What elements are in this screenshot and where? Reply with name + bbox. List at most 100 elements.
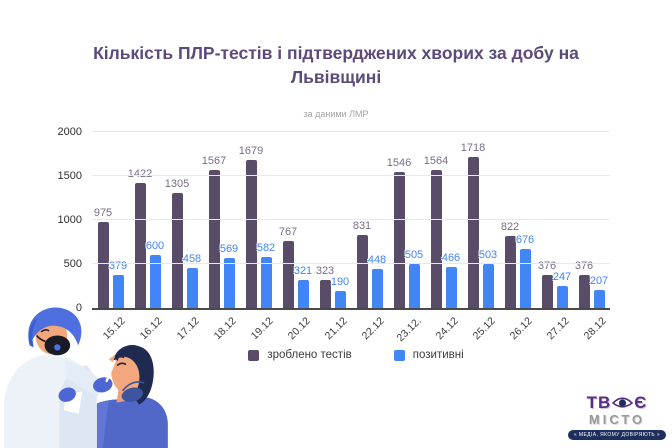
x-axis-label: 21.12 [322, 315, 350, 343]
worker-glove-lower [58, 387, 76, 402]
y-axis-tick: 2000 [57, 126, 82, 138]
tests-color-swatch [248, 349, 260, 361]
x-axis-label: 26.12 [507, 315, 535, 343]
positive-bar-slot: 448 [368, 254, 386, 308]
tvoe-misto-logo: ТВ Є МІСТО « МЕДІА, ЯКОМУ ДОВІРЯЮТЬ » [568, 393, 666, 440]
tests-value-label: 1679 [238, 145, 264, 157]
x-axis-label: 23.12. [394, 315, 424, 345]
legend-label-tests: зроблено тестів [267, 349, 352, 361]
tests-value-label: 1422 [127, 168, 153, 180]
positive-value-label: 207 [589, 275, 609, 287]
tests-value-label: 822 [500, 221, 520, 233]
legend-label-positive: позитивні [412, 349, 464, 361]
tests-bar-slot: 376 [538, 260, 556, 308]
worker-mask-strap [36, 335, 46, 343]
positive-value-label: 582 [256, 242, 276, 254]
tests-bar-slot: 822 [501, 221, 519, 308]
patient-mask-strap [121, 381, 145, 392]
positive-value-label: 321 [293, 265, 313, 277]
tests-bar-slot: 1567 [202, 155, 226, 308]
patient-hair [114, 345, 154, 405]
positive-bar [186, 268, 198, 308]
bar-group: 1564 466 24.12 [424, 155, 461, 342]
bar-chart-plot-area: 975 379 15.12 1422 600 16.12 1305 458 17.12 1567 5… [58, 126, 610, 344]
tests-bar-slot: 1422 [128, 168, 152, 308]
positive-bar-slot: 247 [553, 271, 571, 308]
positive-bar-slot: 503 [479, 249, 497, 308]
tests-bar [245, 160, 257, 308]
bar-group: 1305 458 17.12 [165, 178, 202, 342]
tests-bar-slot: 975 [94, 207, 112, 308]
positive-value-label: 448 [367, 254, 387, 266]
tests-bar [171, 193, 183, 308]
tests-value-label: 376 [574, 260, 594, 272]
tests-bar [319, 280, 331, 308]
x-axis-label: 18.12 [211, 315, 239, 343]
tests-bar [282, 241, 294, 308]
positive-bar [519, 249, 531, 308]
logo-line2: МІСТО [588, 412, 646, 427]
tests-bar-slot: 1718 [461, 142, 485, 308]
positive-value-label: 676 [515, 234, 535, 246]
swab-stick [105, 359, 116, 383]
positive-value-label: 505 [404, 249, 424, 261]
gridline [92, 263, 610, 264]
positive-bar-slot: 676 [516, 234, 534, 308]
positive-bar [112, 275, 124, 308]
chart-subtitle: за даними ЛМР [303, 109, 369, 119]
positive-bar-slot: 600 [146, 240, 164, 308]
chart-legend: зроблено тестів позитивні [160, 349, 552, 361]
logo-text-ye: Є [634, 393, 648, 412]
tests-bar [541, 275, 553, 308]
positive-bar [149, 255, 161, 308]
bar-groups-container: 975 379 15.12 1422 600 16.12 1305 458 17.12 1567 5… [92, 132, 610, 344]
positive-value-label: 600 [145, 240, 165, 252]
tests-bar-slot: 1305 [165, 178, 189, 308]
gridline [92, 219, 610, 220]
positive-bar-slot: 569 [220, 243, 238, 308]
worker-cap-side [29, 317, 38, 348]
positive-value-label: 247 [552, 271, 572, 283]
tests-value-label: 323 [315, 265, 335, 277]
tests-bar-slot: 1679 [239, 145, 263, 308]
tests-bar [430, 170, 442, 308]
positive-bar-slot: 207 [590, 275, 608, 308]
bar-group: 1546 505 23.12. [387, 157, 424, 344]
positive-bar [371, 269, 383, 308]
patient-brow [113, 355, 125, 361]
y-axis-tick: 1000 [57, 214, 82, 226]
tests-bar [134, 183, 146, 308]
positive-bar [260, 257, 272, 308]
positive-bar [408, 264, 420, 308]
positive-value-label: 569 [219, 243, 239, 255]
gridline [92, 131, 610, 132]
x-axis-label: 17.12 [174, 315, 202, 343]
tests-value-label: 767 [278, 226, 298, 238]
worker-eye [40, 329, 50, 333]
positive-bar-slot: 466 [442, 252, 460, 308]
bar-group: 323 190 21.12 [316, 265, 350, 342]
bar-group: 376 247 27.12 [538, 260, 572, 342]
positive-bar [482, 264, 494, 308]
tests-bar [97, 222, 109, 308]
positive-bar-slot: 458 [183, 253, 201, 308]
tests-value-label: 1567 [201, 155, 227, 167]
positive-value-label: 190 [330, 276, 350, 288]
x-axis-label: 25.12 [470, 315, 498, 343]
logo-tagline: « МЕДІА, ЯКОМУ ДОВІРЯЮТЬ » [568, 430, 666, 440]
worker-cap [28, 307, 82, 346]
x-axis-label: 19.12 [248, 315, 276, 343]
y-axis-tick: 1500 [57, 170, 82, 182]
bar-group: 822 676 26.12 [501, 221, 535, 342]
x-axis-label: 20.12 [285, 315, 313, 343]
pcr-swab-test-illustration [4, 307, 168, 448]
bar-group: 1422 600 16.12 [128, 168, 165, 342]
x-axis-label: 27.12 [544, 315, 572, 343]
chart-title: Кількість ПЛР-тестів і підтверджених хво… [93, 43, 579, 87]
logo-line1: ТВ Є [568, 393, 666, 413]
tests-bar [578, 275, 590, 308]
positive-value-label: 379 [108, 260, 128, 272]
bar-group: 1679 582 19.12 [239, 145, 276, 342]
tests-bar-slot: 1546 [387, 157, 411, 308]
